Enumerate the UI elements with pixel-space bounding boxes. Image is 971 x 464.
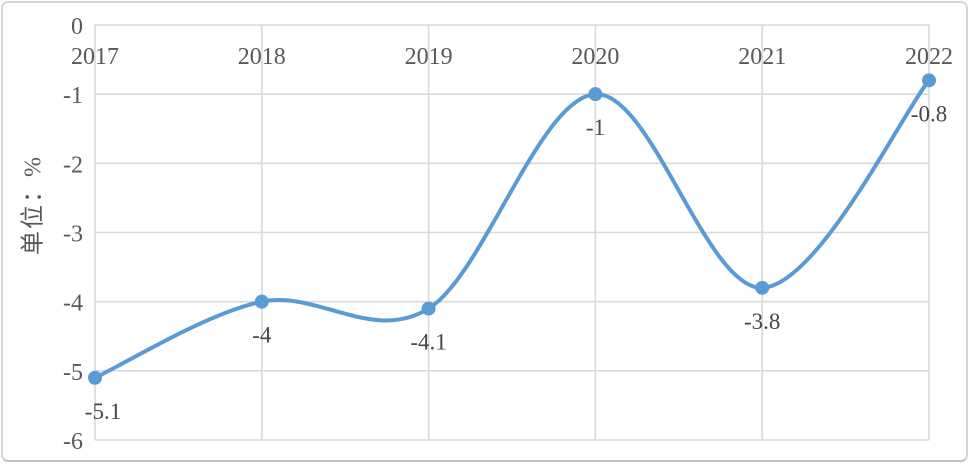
- y-tick-label: -2: [63, 152, 83, 178]
- x-tick-label: 2022: [905, 44, 953, 70]
- data-point-marker: [254, 294, 269, 309]
- data-label: -3.8: [744, 309, 780, 334]
- x-tick-label: 2018: [238, 44, 286, 70]
- data-point-marker: [922, 73, 936, 88]
- y-tick-label: 0: [71, 14, 83, 40]
- data-point-marker: [88, 370, 102, 385]
- y-tick-label: -4: [63, 291, 83, 317]
- x-tick-label: 2021: [738, 44, 786, 70]
- data-label: -1: [586, 115, 605, 140]
- data-point-marker: [421, 301, 436, 316]
- x-tick-label: 2017: [71, 44, 119, 70]
- x-tick-label: 2020: [571, 44, 619, 70]
- y-tick-label: -3: [63, 222, 83, 248]
- y-tick-label: -1: [63, 83, 83, 109]
- data-label: -4.1: [410, 330, 446, 355]
- data-label: -0.8: [911, 101, 947, 126]
- data-label: -4: [252, 323, 272, 348]
- data-point-marker: [588, 87, 603, 102]
- y-tick-label: -5: [63, 360, 83, 386]
- data-point-marker: [755, 280, 770, 295]
- y-axis-title: 单位：%: [20, 155, 47, 255]
- y-tick-label: -6: [63, 429, 83, 455]
- series-line: [93, 78, 931, 380]
- data-label: -5.1: [85, 399, 121, 424]
- x-tick-label: 2019: [405, 44, 453, 70]
